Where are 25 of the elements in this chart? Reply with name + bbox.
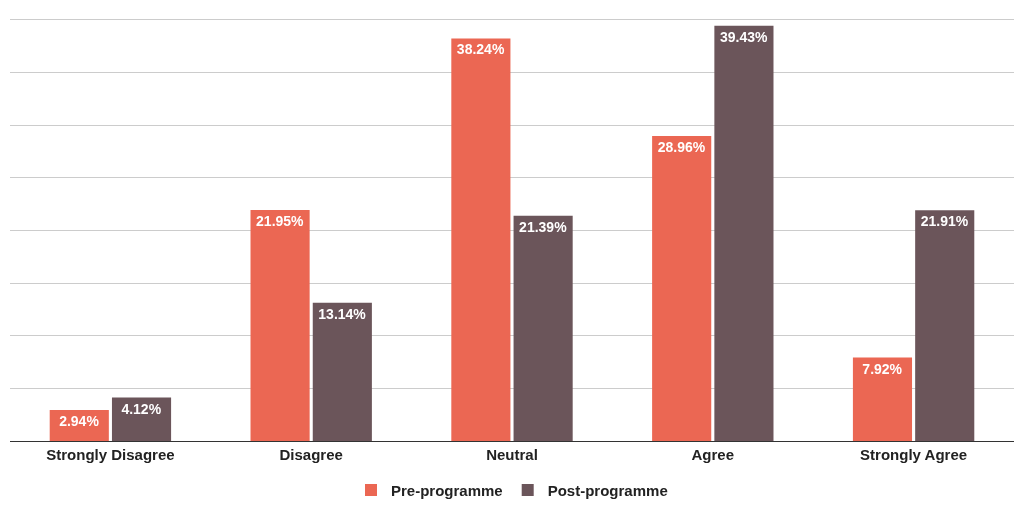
data-label: 28.96% [657, 139, 706, 156]
bar [451, 38, 511, 441]
data-label: 2.94% [59, 413, 100, 430]
bar [915, 210, 975, 441]
legend-label: Post-programme [547, 481, 668, 499]
data-label: 39.43% [719, 28, 768, 45]
data-label: 21.91% [920, 213, 969, 230]
data-label: 21.39% [519, 218, 568, 235]
x-tick-label: Strongly Agree [860, 446, 968, 463]
data-label: 7.92% [862, 360, 903, 377]
x-tick-label: Strongly Disagree [46, 446, 175, 463]
x-tick-label: Disagree [279, 446, 343, 463]
bar [714, 25, 774, 441]
x-tick-label: Agree [691, 446, 735, 463]
bar [250, 209, 310, 441]
bar [852, 357, 913, 441]
bar [652, 136, 712, 441]
data-label: 4.12% [121, 400, 162, 417]
bar [513, 215, 573, 441]
bar [312, 302, 372, 441]
data-label: 13.14% [318, 305, 367, 322]
data-label: 21.95% [256, 212, 305, 229]
legend-label: Pre-programme [391, 481, 503, 499]
x-tick-label: Neutral [486, 446, 538, 463]
data-label: 38.24% [456, 41, 505, 58]
